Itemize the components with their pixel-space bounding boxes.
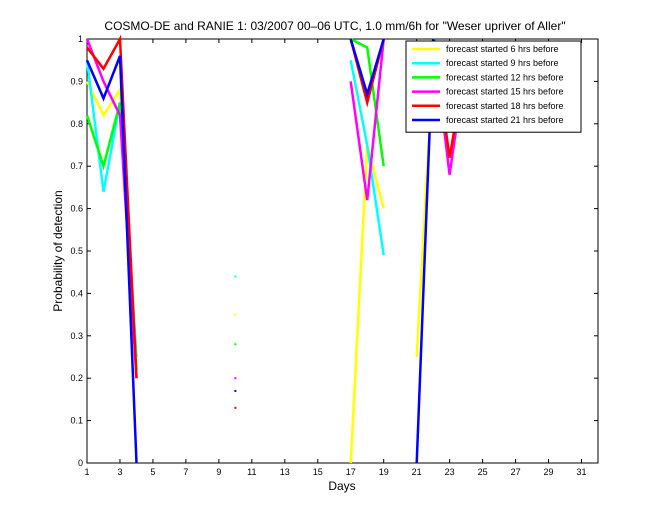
data-point xyxy=(234,377,237,380)
y-tick-label: 0.3 xyxy=(70,331,83,341)
x-tick-label: 17 xyxy=(346,467,356,477)
data-point xyxy=(234,275,237,278)
x-tick-label: 11 xyxy=(247,467,256,477)
y-tick-label: 0 xyxy=(78,458,83,468)
data-point xyxy=(234,343,237,346)
x-tick-label: 19 xyxy=(379,467,389,477)
y-tick-label: 0.7 xyxy=(70,161,83,171)
x-tick-label: 15 xyxy=(313,467,323,477)
y-tick-label: 0.4 xyxy=(70,288,83,298)
y-tick-label: 0.5 xyxy=(70,246,83,256)
x-tick-label: 3 xyxy=(117,467,122,477)
legend-label: forecast started 21 hrs before xyxy=(446,115,564,125)
x-axis-label: Days xyxy=(328,479,355,493)
series-line xyxy=(349,59,385,256)
data-point xyxy=(234,406,237,409)
y-tick-label: 0.9 xyxy=(70,76,83,86)
x-tick-label: 29 xyxy=(544,467,554,477)
x-tick-label: 25 xyxy=(478,467,488,477)
x-tick-label: 21 xyxy=(412,467,422,477)
data-point xyxy=(234,313,237,316)
series-line xyxy=(349,38,385,201)
x-tick-label: 1 xyxy=(84,467,89,477)
legend-label: forecast started 15 hrs before xyxy=(446,87,564,97)
series-line xyxy=(350,37,385,167)
series-line xyxy=(349,38,385,99)
x-tick-label: 9 xyxy=(216,467,221,477)
y-tick-label: 0.6 xyxy=(70,204,83,214)
y-tick-label: 0.8 xyxy=(70,119,83,129)
chart-title: COSMO-DE and RANIE 1: 03/2007 00–06 UTC,… xyxy=(104,19,565,33)
legend-box xyxy=(405,40,582,133)
legend-label: forecast started 9 hrs before xyxy=(446,58,559,68)
data-point xyxy=(234,389,237,392)
y-tick-label: 0.2 xyxy=(70,373,83,383)
x-tick-label: 23 xyxy=(445,467,455,477)
axis-ticks: 1 3 5 7 9 11 13 15 17 19 21 23 25 27 29 3100.10.20.30.4… xyxy=(70,34,598,477)
series-line xyxy=(85,55,138,464)
series-line xyxy=(86,34,138,379)
y-axis-label: Probability of detection xyxy=(51,190,65,311)
x-tick-label: 27 xyxy=(511,467,521,477)
legend-label: forecast started 12 hrs before xyxy=(446,72,564,82)
x-tick-label: 5 xyxy=(150,467,155,477)
x-tick-label: 7 xyxy=(183,467,188,477)
legend-label: forecast started 6 hrs before xyxy=(446,44,559,54)
legend-label: forecast started 18 hrs before xyxy=(446,101,564,111)
x-tick-label: 31 xyxy=(577,467,587,477)
y-tick-label: 0.1 xyxy=(70,416,83,426)
x-tick-label: 13 xyxy=(280,467,290,477)
y-tick-label: 1 xyxy=(78,34,83,44)
legend: forecast started 6 hrs before forecast st… xyxy=(405,40,582,133)
